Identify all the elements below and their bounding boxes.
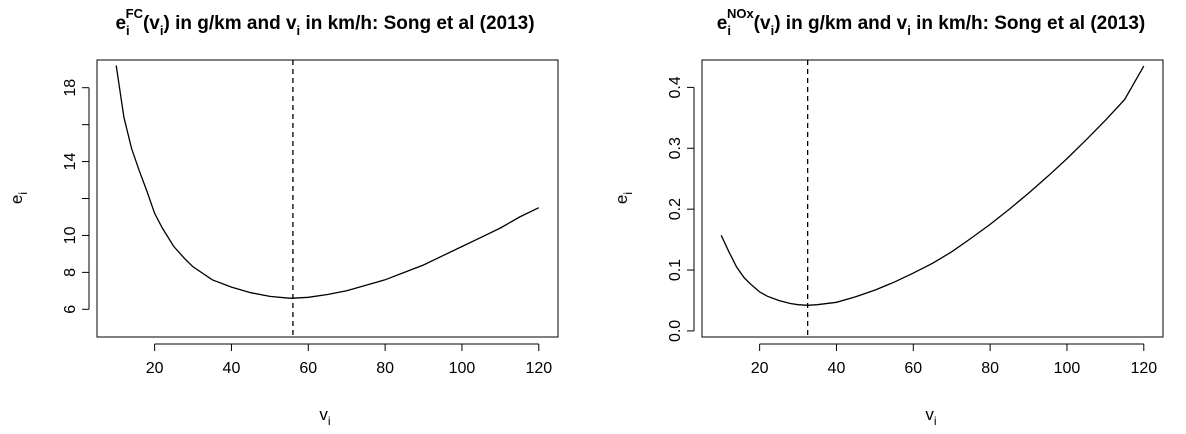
y-axis-label: ei	[7, 192, 30, 204]
x-axis-label: vi	[925, 405, 936, 428]
plot-marks	[720, 60, 1145, 337]
plot-frame	[96, 59, 559, 338]
y-tick-label: 0.2	[667, 198, 684, 220]
x-axis-label: vi	[319, 405, 330, 428]
y-tick-label: 14	[62, 153, 79, 171]
plot-frame	[701, 59, 1164, 338]
x-axis: 20 40 60 80 100 120	[751, 343, 1157, 377]
chart-title: eiFC(vi) in g/km and vi in km/h: Song et…	[115, 6, 534, 38]
nox-panel: eiNOx(vi) in g/km and vi in km/h: Song e…	[612, 6, 1164, 428]
y-axis: 0.0 0.1 0.2 0.3 0.4	[667, 76, 695, 342]
y-tick-label: 8	[62, 268, 79, 277]
x-tick-label: 60	[904, 360, 922, 377]
x-tick-label: 20	[146, 360, 164, 377]
x-tick-label: 40	[223, 360, 241, 377]
y-tick-label: 0.0	[667, 320, 684, 342]
y-axis: 6 8 10 14 18	[62, 79, 90, 314]
x-tick-label: 100	[449, 360, 476, 377]
x-tick-label: 60	[299, 360, 317, 377]
series-line	[115, 65, 540, 299]
y-tick-label: 6	[62, 305, 79, 314]
y-tick-label: 0.3	[667, 137, 684, 159]
y-tick-label: 0.4	[667, 76, 684, 98]
x-tick-label: 120	[1130, 360, 1157, 377]
fuel-consumption-panel: eiFC(vi) in g/km and vi in km/h: Song et…	[7, 6, 559, 428]
y-axis-label: ei	[612, 192, 635, 204]
chart-title: eiNOx(vi) in g/km and vi in km/h: Song e…	[717, 6, 1146, 38]
x-tick-label: 80	[376, 360, 394, 377]
series-line	[720, 65, 1145, 306]
x-tick-label: 40	[828, 360, 846, 377]
plot-marks	[115, 60, 540, 337]
y-tick-label: 10	[62, 226, 79, 244]
x-tick-label: 20	[751, 360, 769, 377]
x-tick-label: 100	[1054, 360, 1081, 377]
x-tick-label: 120	[525, 360, 552, 377]
y-tick-label: 18	[62, 79, 79, 97]
x-axis: 20 40 60 80 100 120	[146, 343, 552, 377]
x-tick-label: 80	[981, 360, 999, 377]
y-tick-label: 0.1	[667, 259, 684, 281]
